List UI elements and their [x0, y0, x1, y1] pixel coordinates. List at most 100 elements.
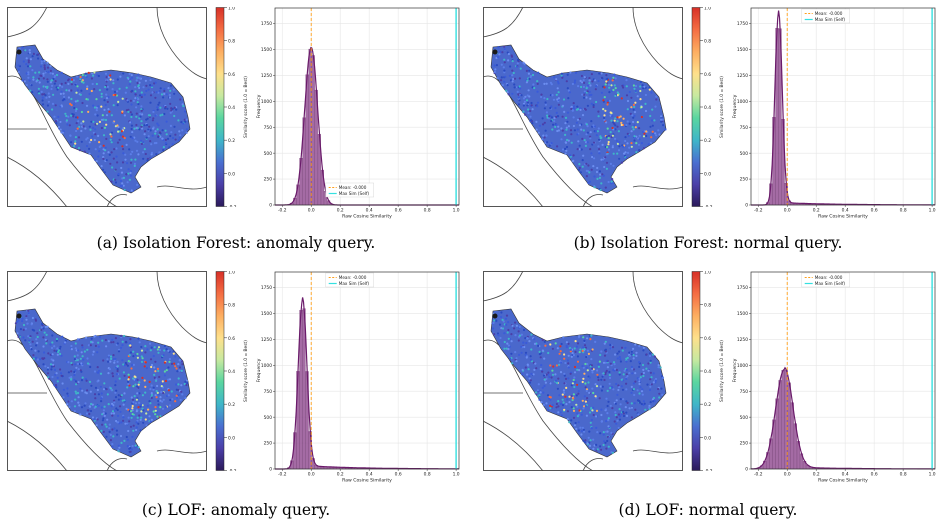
similarity-point: [149, 140, 152, 143]
similarity-point: [600, 448, 603, 451]
similarity-point: [578, 168, 581, 171]
similarity-point: [72, 115, 75, 118]
similarity-point: [545, 377, 548, 380]
histogram-b: -0.2 0.0 0.2 0.4 0.6 0.8 1.0025050075010001250…: [732, 7, 936, 219]
similarity-point: [499, 336, 502, 340]
similarity-point: [607, 148, 611, 151]
similarity-point: [633, 114, 636, 117]
similarity-point: [578, 369, 581, 372]
similarity-point: [584, 405, 587, 408]
similarity-point: [139, 115, 142, 118]
similarity-point: [650, 91, 653, 94]
similarity-point: [588, 444, 592, 447]
similarity-point: [29, 65, 32, 68]
similarity-point: [632, 116, 635, 119]
similarity-point: [81, 389, 84, 392]
similarity-point: [49, 69, 53, 72]
similarity-point: [43, 351, 46, 354]
similarity-point: [56, 347, 59, 350]
similarity-point: [30, 323, 33, 326]
similarity-point: [77, 396, 80, 399]
similarity-point: [156, 128, 159, 131]
similarity-point: [626, 132, 629, 135]
colorbar-tick-label: -0.2: [228, 469, 237, 472]
x-axis-label: Raw Cosine Similarity: [818, 478, 868, 484]
similarity-point: [605, 161, 609, 164]
similarity-point: [31, 55, 34, 58]
similarity-point: [135, 428, 138, 432]
similarity-point: [558, 352, 561, 355]
similarity-point: [115, 389, 118, 392]
similarity-point: [630, 106, 633, 109]
similarity-point: [51, 108, 54, 111]
similarity-point: [116, 342, 119, 345]
similarity-point: [21, 79, 24, 82]
similarity-point: [649, 359, 652, 362]
similarity-point: [581, 81, 584, 84]
similarity-point: [566, 138, 569, 142]
histogram-bar: [311, 55, 315, 206]
similarity-point: [62, 92, 65, 95]
similarity-point: [581, 426, 584, 429]
similarity-point: [142, 151, 145, 154]
similarity-point: [130, 127, 133, 131]
similarity-point: [638, 345, 641, 348]
similarity-point: [156, 106, 159, 109]
similarity-point: [582, 428, 585, 432]
similarity-point: [661, 376, 665, 379]
x-tick-label: 0.0: [784, 472, 791, 478]
similarity-point: [507, 321, 510, 324]
similarity-point: [74, 100, 77, 103]
y-tick-label: 1000: [737, 363, 748, 369]
similarity-point: [524, 113, 527, 116]
similarity-point: [631, 126, 634, 129]
similarity-point: [118, 130, 121, 133]
similarity-point: [614, 353, 617, 356]
similarity-point: [149, 402, 152, 405]
x-tick-label: 1.0: [929, 208, 936, 214]
similarity-point: [46, 80, 49, 83]
similarity-point: [93, 106, 97, 109]
similarity-point: [50, 368, 53, 371]
similarity-point: [602, 108, 605, 111]
y-tick-label: 250: [264, 177, 273, 183]
similarity-point: [567, 139, 570, 142]
similarity-point: [37, 77, 41, 80]
colorbar-tick-label: 0.2: [228, 138, 235, 144]
similarity-point: [112, 82, 115, 85]
similarity-point: [182, 104, 185, 108]
similarity-point: [572, 154, 575, 157]
similarity-point: [630, 391, 633, 394]
plot-frame: [274, 7, 460, 206]
legend-mean-label: Mean: -0.000: [339, 185, 367, 190]
similarity-point: [138, 401, 141, 404]
map-c: [7, 271, 207, 471]
similarity-point: [138, 341, 141, 344]
similarity-point: [641, 84, 644, 87]
similarity-point: [531, 73, 535, 77]
similarity-point: [551, 404, 554, 407]
similarity-point: [163, 374, 166, 377]
similarity-point: [517, 58, 520, 62]
similarity-point: [138, 94, 142, 97]
similarity-point: [175, 388, 178, 391]
similarity-point: [130, 113, 133, 116]
similarity-point: [550, 142, 553, 145]
similarity-point: [608, 91, 611, 94]
similarity-point: [567, 377, 570, 380]
similarity-point: [616, 120, 619, 123]
similarity-point: [36, 358, 39, 361]
similarity-point: [630, 416, 633, 419]
similarity-point: [151, 119, 154, 122]
similarity-point: [70, 361, 73, 365]
similarity-point: [581, 159, 584, 162]
similarity-point: [121, 344, 124, 347]
similarity-point: [140, 94, 143, 97]
similarity-point: [140, 109, 143, 112]
histogram-bar: [787, 382, 791, 470]
y-tick-label: 500: [740, 415, 749, 421]
similarity-point: [511, 69, 514, 72]
similarity-point: [89, 390, 92, 393]
similarity-point: [562, 336, 565, 339]
similarity-point: [148, 400, 151, 403]
